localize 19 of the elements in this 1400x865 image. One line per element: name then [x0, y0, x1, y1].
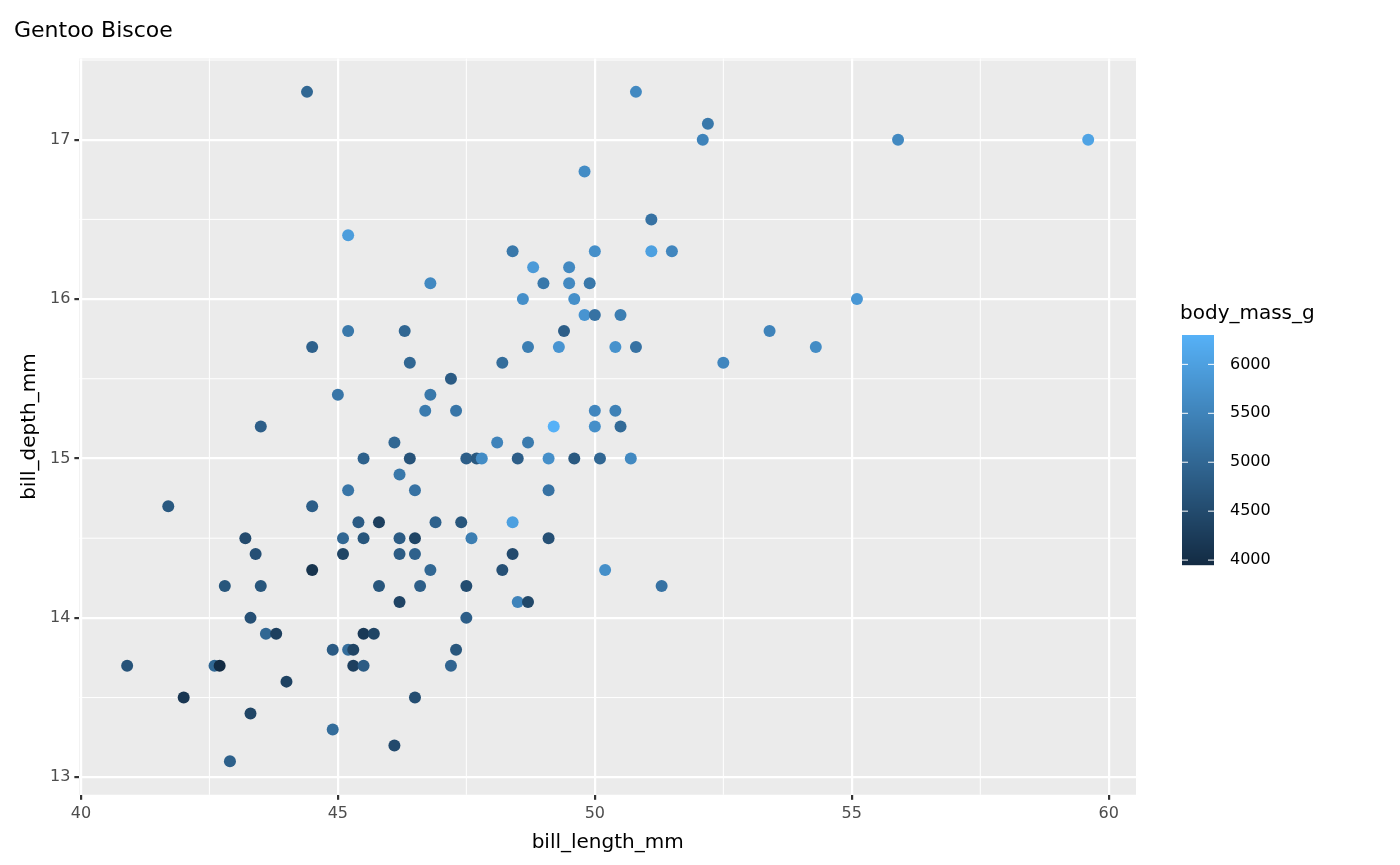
y-tick-label: 16	[50, 288, 71, 308]
y-tick-label: 13	[50, 766, 71, 786]
color-bar-label: 5500	[1230, 402, 1271, 422]
color-bar-label: 4000	[1230, 549, 1271, 569]
y-tick-label: 14	[50, 607, 71, 627]
y-axis-title: bill_depth_mm	[16, 353, 41, 500]
color-bar-label: 4500	[1230, 500, 1271, 520]
y-tick-label: 15	[50, 447, 71, 467]
color-bar-label: 5000	[1230, 451, 1271, 471]
x-tick-label: 40	[70, 802, 92, 822]
x-tick-label: 50	[584, 802, 606, 822]
x-tick-label: 55	[841, 802, 862, 822]
color-bar-title: body_mass_g	[1180, 300, 1315, 324]
x-axis-title: bill_length_mm	[531, 829, 684, 854]
x-tick-label: 45	[327, 802, 349, 822]
y-tick-label: 17	[50, 128, 71, 148]
color-bar-label: 6000	[1230, 353, 1271, 373]
chart-title: Gentoo Biscoe	[14, 16, 173, 42]
x-tick-label: 60	[1098, 802, 1119, 822]
